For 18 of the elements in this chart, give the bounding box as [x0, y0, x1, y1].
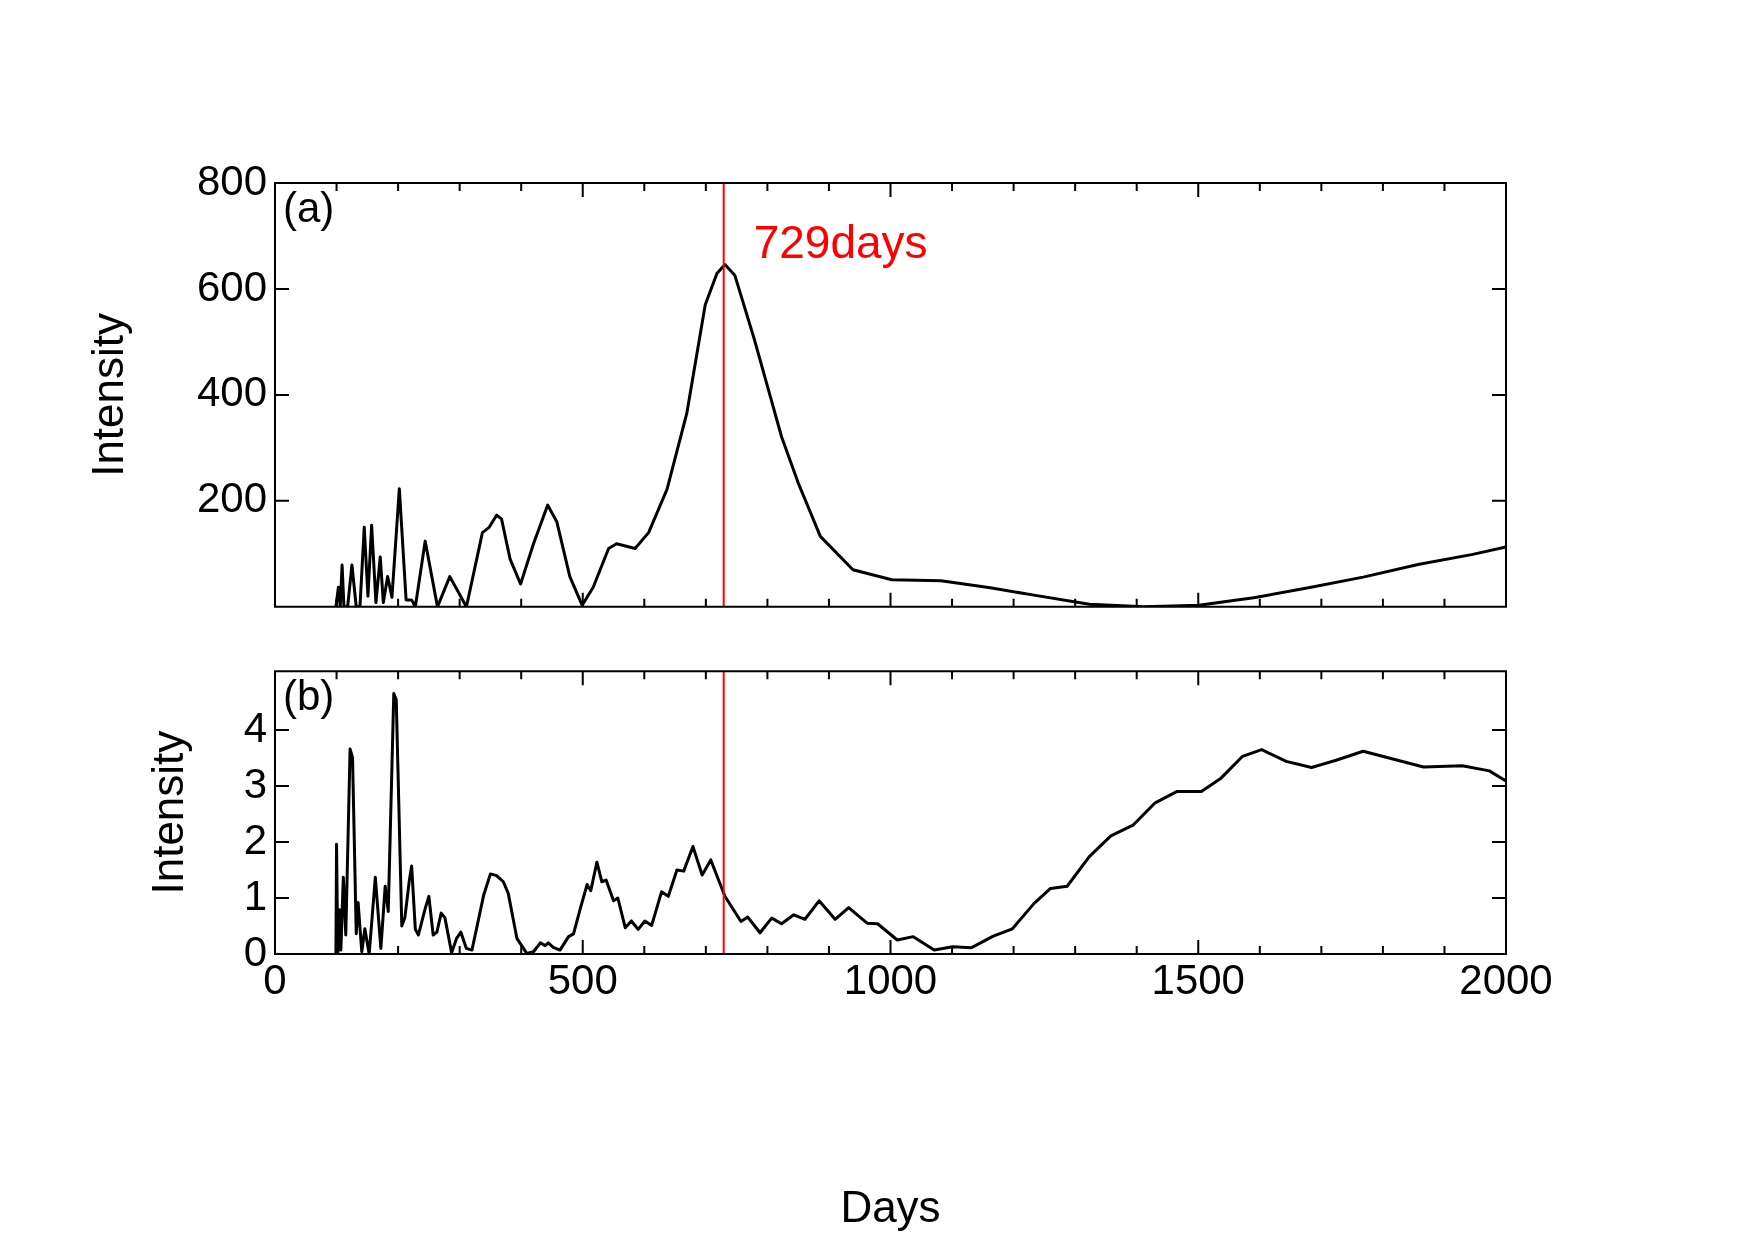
x-tick-label: 1500: [1151, 955, 1245, 1003]
y-tick-label: 2: [243, 815, 267, 863]
x-tick-label: 500: [547, 955, 618, 1003]
x-axis-title: Days: [840, 1181, 941, 1231]
x-tick-label: 1000: [843, 955, 938, 1003]
y-tick-label: 200: [196, 474, 267, 522]
x-tick-label: 2000: [1459, 955, 1553, 1003]
y-tick-label: 800: [196, 156, 267, 204]
y-axis-title: Intensity: [142, 730, 192, 895]
y-tick-label: 1: [243, 871, 267, 919]
y-tick-label: 4: [243, 703, 267, 751]
annotation: (b): [283, 671, 335, 719]
y-axis-title: Intensity: [82, 312, 132, 477]
y-tick-label: 600: [196, 262, 267, 310]
y-tick-label: 3: [243, 759, 267, 807]
ref-line-label: 729days: [753, 215, 928, 268]
annotation: (a): [283, 183, 335, 231]
y-tick-label: 400: [196, 368, 267, 416]
